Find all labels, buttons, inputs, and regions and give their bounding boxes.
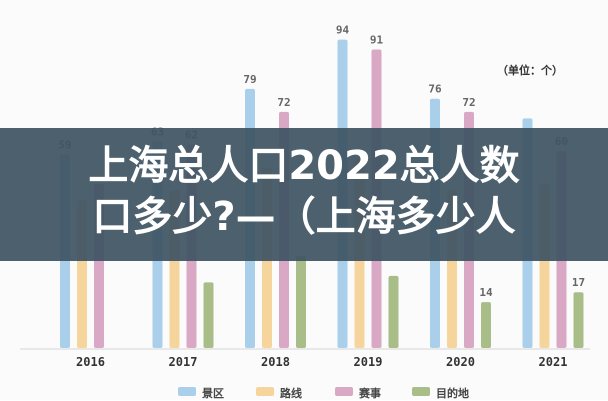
bar-destination (388, 275, 399, 348)
x-tick-label: 2020 (446, 355, 475, 369)
legend-label: 景区 (202, 387, 224, 400)
data-label: 14 (479, 286, 493, 299)
bar-destination (573, 292, 584, 348)
legend-label: 赛事 (359, 387, 381, 400)
data-label: 79 (243, 73, 256, 86)
x-tick-label: 2017 (169, 355, 198, 369)
headline-line-1: 上海总人口2022总人数 (88, 143, 520, 189)
data-label: 72 (462, 96, 475, 109)
x-tick-label: 2016 (76, 355, 105, 369)
legend-label: 目的地 (436, 387, 469, 400)
x-tick-label: 2019 (354, 355, 383, 369)
data-label: 72 (277, 96, 290, 109)
bar-destination (296, 256, 306, 348)
bar-destination (203, 282, 214, 348)
bar-destination (481, 302, 491, 348)
x-tick-label: 2018 (261, 355, 290, 369)
headline-banner: 上海总人口2022总人数 口多少?—（上海多少人 (0, 128, 608, 261)
chart-legend: 景区 路线 赛事 目的地 (178, 383, 608, 400)
data-label: 76 (428, 83, 442, 96)
legend-swatch (335, 387, 353, 396)
legend-swatch (412, 387, 430, 396)
legend-swatch (256, 387, 274, 396)
legend-swatch (178, 387, 196, 396)
unit-label: （单位：个） (497, 64, 563, 77)
data-label: 94 (336, 24, 350, 37)
data-label: 91 (370, 34, 384, 47)
headline-line-2: 口多少?—（上海多少人 (92, 194, 516, 240)
legend-label: 路线 (280, 387, 302, 400)
data-label: 17 (572, 276, 585, 289)
x-tick-label: 2021 (539, 355, 568, 369)
